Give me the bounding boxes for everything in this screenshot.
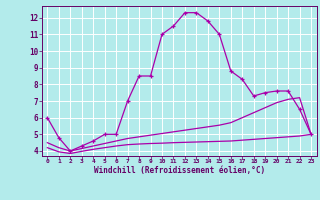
X-axis label: Windchill (Refroidissement éolien,°C): Windchill (Refroidissement éolien,°C) (94, 166, 265, 175)
